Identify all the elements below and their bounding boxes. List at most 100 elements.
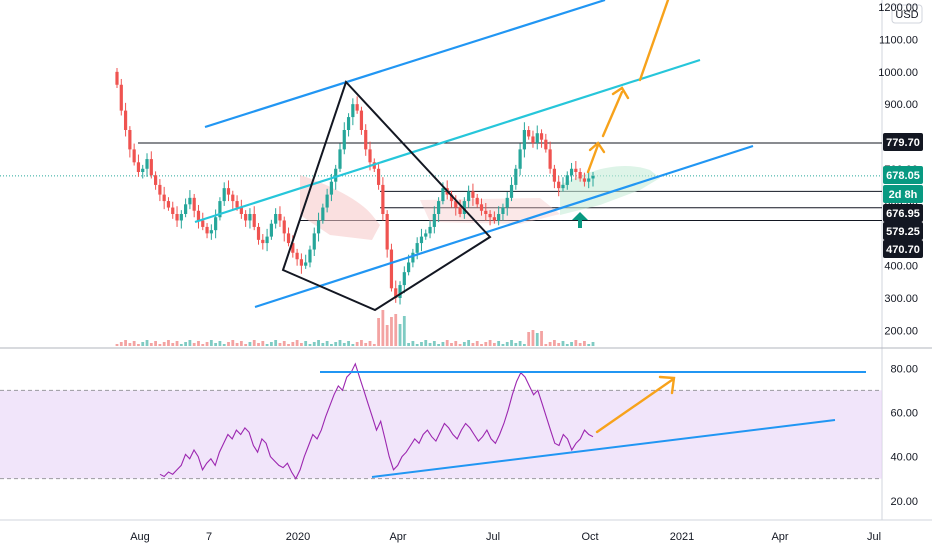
candle: [484, 203, 488, 221]
volume-bar: [269, 342, 273, 346]
volume-bar: [398, 324, 402, 346]
channel-middle-line[interactable]: [194, 58, 701, 224]
candle: [171, 201, 175, 219]
up-arrow-icon: [572, 212, 588, 228]
volume-bar: [505, 342, 509, 346]
price-tag-level-1[interactable]: 779.70: [883, 133, 923, 151]
volume-bar: [540, 331, 543, 346]
candle: [501, 203, 505, 221]
volume-bar: [304, 341, 308, 346]
price-tag-current-price[interactable]: 678.05: [883, 166, 923, 184]
volume-bar: [420, 342, 423, 346]
candle: [312, 227, 316, 256]
candle: [321, 203, 325, 224]
projection-arrows[interactable]: [586, 0, 676, 434]
candle: [316, 212, 321, 242]
candle: [214, 209, 218, 239]
rsi-support-line[interactable]: [371, 419, 836, 478]
candle: [248, 208, 252, 229]
volume-bar: [162, 342, 166, 346]
volume-bar: [432, 341, 436, 346]
currency-badge[interactable]: USD: [891, 4, 923, 24]
rsi-axis[interactable]: 80.00 60.00 40.00 20.00: [890, 363, 918, 508]
volume-bar: [128, 343, 132, 346]
time-tick-label: Oct: [581, 531, 598, 543]
volume-bar: [591, 342, 595, 346]
candle: [136, 154, 141, 177]
candle: [475, 193, 479, 208]
candle: [527, 126, 531, 140]
volume-bar: [445, 340, 449, 346]
volume-bar: [372, 344, 376, 346]
volume-bar: [158, 344, 162, 346]
candle: [304, 254, 308, 269]
candle: [158, 179, 162, 202]
volume-bar: [497, 341, 501, 346]
candle: [518, 143, 522, 176]
candle: [141, 164, 145, 179]
volume-bar: [557, 343, 561, 346]
volume-bar: [119, 342, 123, 346]
volume-bar: [437, 344, 441, 346]
volume-bar: [184, 342, 188, 346]
volume-bar: [209, 340, 213, 346]
volume-bar: [167, 340, 170, 346]
volume-bar: [467, 340, 471, 346]
price-tag-level-3[interactable]: 579.25: [883, 222, 923, 240]
volume-bar: [227, 342, 230, 346]
volume-bar: [570, 342, 573, 346]
candle: [218, 197, 222, 221]
price-tag-label: 676.95: [886, 208, 920, 220]
volume-bar: [261, 341, 265, 346]
candle: [402, 266, 406, 294]
candle: [488, 210, 492, 226]
channel-upper-line[interactable]: [204, 0, 606, 129]
volume-bar: [501, 344, 505, 346]
candle: [565, 171, 569, 190]
volume-bar: [368, 341, 372, 346]
diamond-pattern[interactable]: [281, 80, 492, 312]
time-tick-label: 2021: [670, 531, 694, 543]
volume-bar: [587, 344, 591, 346]
time-tick-label: 2020: [286, 531, 310, 543]
candlestick-series: [115, 67, 595, 305]
time-axis[interactable]: Aug 7 2020 Apr Jul Oct 2021 Apr Jul: [130, 531, 881, 543]
price-tick-label: 400.00: [884, 261, 918, 273]
candle: [153, 171, 158, 190]
candle: [166, 197, 171, 211]
volume-series: [115, 310, 595, 346]
volume-bar: [257, 343, 260, 346]
candle: [411, 248, 415, 268]
volume-bar: [450, 343, 453, 346]
price-tag-level-2[interactable]: 676.95: [883, 204, 923, 222]
price-tag-level-4[interactable]: 470.70: [883, 240, 923, 258]
candle: [265, 228, 269, 252]
candle: [192, 193, 196, 218]
candle: [226, 180, 231, 202]
price-tick-label: 1000.00: [878, 67, 918, 79]
candle: [492, 211, 496, 224]
volume-bar: [278, 343, 282, 346]
candle: [355, 96, 359, 114]
candle: [119, 78, 123, 116]
candle: [295, 248, 299, 266]
time-tick-label: Apr: [389, 531, 406, 543]
volume-bar: [218, 341, 222, 346]
volume-bar: [561, 341, 565, 346]
volume-bar: [518, 341, 522, 346]
volume-bar: [175, 341, 179, 346]
candle: [162, 186, 166, 210]
candle: [128, 126, 132, 158]
channel-lower-line[interactable]: [254, 144, 754, 309]
volume-bar: [390, 317, 393, 346]
candle: [286, 227, 291, 247]
volume-bar: [553, 340, 556, 346]
time-tick-label: Apr: [771, 531, 788, 543]
candle: [274, 208, 278, 229]
time-tick-label: Jul: [867, 531, 881, 543]
candle: [364, 124, 368, 156]
volume-bar: [527, 332, 531, 346]
price-tag-countdown[interactable]: 2d 8h: [883, 185, 923, 203]
candle: [196, 204, 201, 229]
